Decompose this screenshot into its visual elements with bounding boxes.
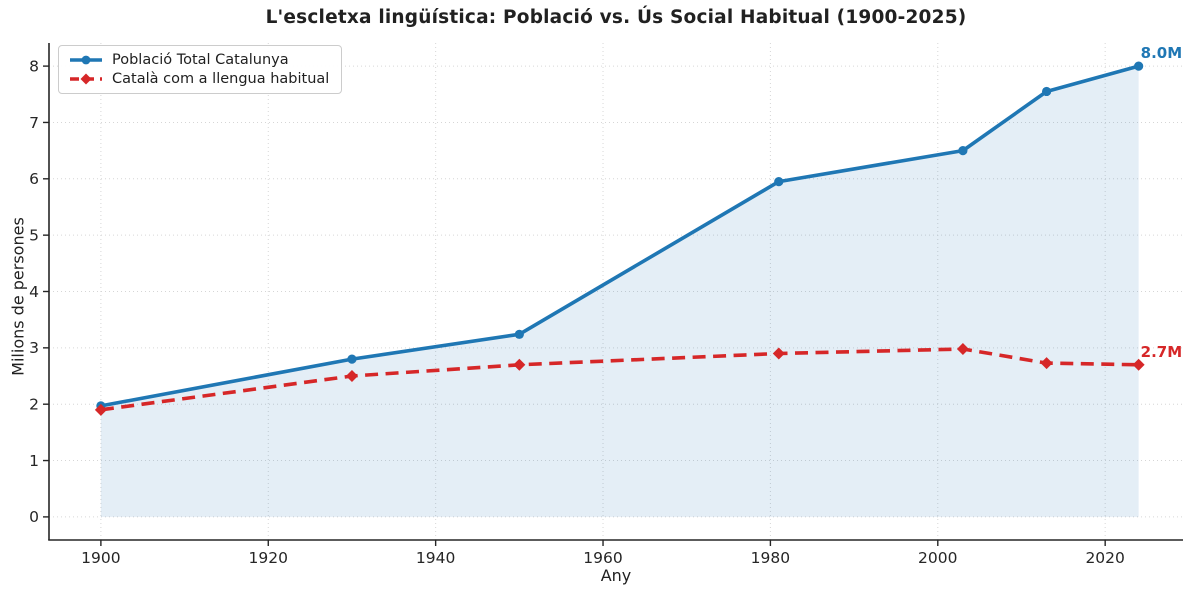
data-point-marker [1132,358,1145,371]
data-point-marker [1134,61,1144,71]
x-tick-label: 2000 [918,549,957,567]
data-point-marker [1041,86,1052,97]
y-tick-label: 4 [29,283,39,301]
data-point-marker [772,347,785,360]
y-tick-label: 1 [29,452,39,470]
data-point-marker [94,403,107,416]
legend-entry-population: Població Total Catalunya [68,52,329,68]
data-point-marker [345,370,358,383]
data-point-marker [347,354,357,364]
grid-lines [49,43,1183,540]
series-end-label: 8.0M [1141,44,1183,62]
data-point-marker [958,146,968,156]
y-tick-label: 5 [29,226,39,244]
data-point-marker [956,342,969,355]
chart-title: L'escletxa lingüística: Població vs. Ús … [265,7,967,28]
x-tick-label: 1900 [81,549,120,567]
legend-label-catalan: Català com a llengua habitual [112,71,330,87]
x-tick-label: 2020 [1085,549,1124,567]
y-tick-label: 2 [29,395,39,413]
x-tick-label: 1920 [249,549,288,567]
population-area-fill [100,66,1139,517]
legend-label-population: Població Total Catalunya [112,52,289,68]
data-point-marker [774,177,784,187]
data-point-marker [1040,357,1053,370]
data-series [94,61,1145,416]
x-tick-label: 1940 [416,549,455,567]
x-tick-label: 1980 [751,549,790,567]
axes: 1900 1920 1940 1960 1980 2000 2020 0 1 2 3 4 5 6 7 8 [29,43,1183,567]
data-point-marker [514,329,524,339]
x-axis-title: Any [600,566,632,585]
y-axis-title: Milions de persones [8,217,28,376]
annotations: 8.0M 2.7M [1141,44,1183,361]
y-tick-label: 3 [29,339,39,357]
y-tick-label: 8 [29,57,39,75]
legend-line-sample-solid-icon [70,55,102,65]
x-tick-label: 1960 [583,549,622,567]
legend-line-sample-dashed-icon [70,73,102,85]
legend-entry-catalan: Català com a llengua habitual [68,71,329,87]
y-tick-label: 6 [29,170,39,188]
data-point-marker [513,358,526,371]
area-fill [100,66,1139,517]
y-tick-label: 0 [29,508,39,526]
series-end-label: 2.7M [1141,343,1183,361]
legend: Població Total Catalunya Català com a ll… [58,45,343,94]
y-tick-label: 7 [29,114,39,132]
